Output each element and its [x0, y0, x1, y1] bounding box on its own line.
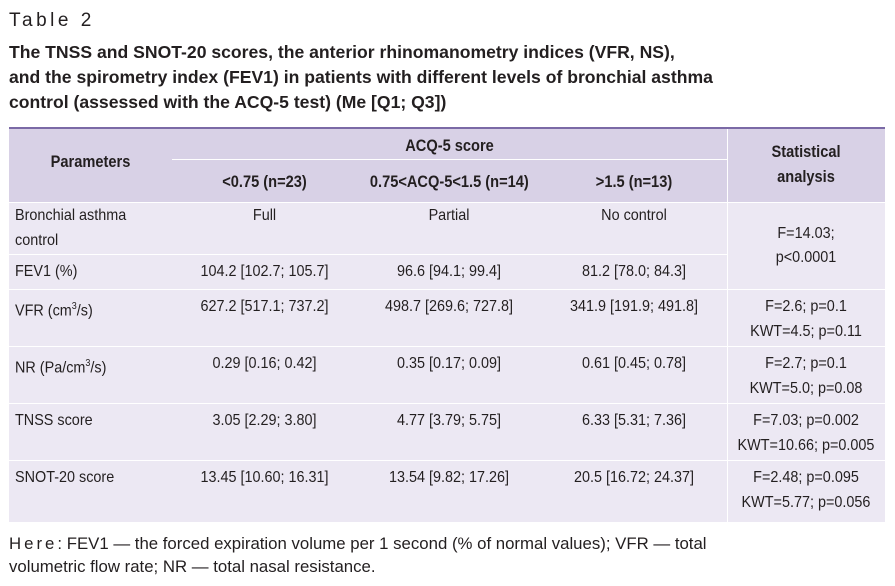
- row-value: 96.6 [94.1; 99.4]: [396, 263, 502, 280]
- table-header-background: [9, 129, 885, 202]
- row-param: NR (Pa/cm3/s): [15, 358, 107, 377]
- row-value: 0.35 [0.17; 0.09]: [396, 355, 502, 372]
- row-param: TNSS score: [15, 412, 93, 429]
- caption-line: control (assessed with the ACQ-5 test) (…: [9, 92, 447, 112]
- merged-stat-line2: p<0.0001: [775, 249, 837, 266]
- row-divider: [9, 460, 885, 461]
- header-stat-line1: Statistical: [771, 142, 841, 161]
- row-value: Partial: [428, 207, 470, 224]
- row-stat: F=7.03; p=0.002: [753, 412, 859, 429]
- row-param: FEV1 (%): [15, 263, 78, 280]
- row-divider: [9, 346, 885, 347]
- row-value: 498.7 [269.6; 727.8]: [384, 298, 514, 315]
- row-stat: F=2.6; p=0.1: [765, 298, 847, 315]
- row-value: 627.2 [517.1; 737.2]: [200, 298, 329, 315]
- footnote-text: : FEV1 — the forced expiration volume pe…: [57, 534, 707, 553]
- row-stat: F=2.7; p=0.1: [765, 355, 847, 372]
- row-divider: [9, 254, 727, 255]
- row-stat: KWT=5.77; p=0.056: [741, 494, 871, 511]
- table-footnote: Here: FEV1 — the forced expiration volum…: [9, 532, 887, 578]
- row-value: 341.9 [191.9; 491.8]: [569, 298, 699, 315]
- header-col-mid: 0.75<ACQ-5<1.5 (n=14): [369, 172, 529, 191]
- row-divider: [9, 289, 885, 290]
- row-stat: KWT=5.0; p=0.08: [749, 380, 863, 397]
- header-col-low: <0.75 (n=23): [222, 172, 307, 191]
- row-value: 81.2 [78.0; 84.3]: [581, 263, 687, 280]
- row-value: 104.2 [102.7; 105.7]: [200, 263, 329, 280]
- row-param-cont: control: [15, 232, 59, 249]
- row-value: Full: [252, 207, 277, 224]
- row-value: 13.45 [10.60; 16.31]: [200, 469, 329, 486]
- footnote-lead: Here: [9, 534, 58, 553]
- row-param: VFR (cm3/s): [15, 301, 93, 320]
- caption-line: The TNSS and SNOT-20 scores, the anterio…: [9, 42, 675, 62]
- header-divider: [172, 159, 727, 160]
- table-body-background: [9, 202, 885, 522]
- row-param: SNOT-20 score: [15, 469, 115, 486]
- caption-line: and the spirometry index (FEV1) in patie…: [9, 67, 713, 87]
- data-table: Parameters ACQ-5 score <0.75 (n=23) 0.75…: [9, 127, 885, 522]
- header-stat-line2: analysis: [777, 167, 835, 186]
- merged-stat-line1: F=14.03;: [777, 225, 835, 242]
- row-param: Bronchial asthma: [15, 207, 127, 224]
- header-acq-group: ACQ-5 score: [405, 136, 494, 155]
- row-value: 0.29 [0.16; 0.42]: [212, 355, 317, 372]
- row-value: 3.05 [2.29; 3.80]: [212, 412, 317, 429]
- header-parameters: Parameters: [50, 152, 131, 171]
- row-stat: KWT=4.5; p=0.11: [750, 323, 862, 340]
- row-divider: [9, 202, 885, 203]
- table-label: Table 2: [9, 10, 95, 31]
- row-value: 0.61 [0.45; 0.78]: [581, 355, 687, 372]
- row-stat: KWT=10.66; p=0.005: [737, 437, 875, 454]
- row-value: 4.77 [3.79; 5.75]: [396, 412, 502, 429]
- footnote-text: volumetric flow rate; NR — total nasal r…: [9, 557, 376, 576]
- row-value: No control: [601, 207, 667, 224]
- table-caption: The TNSS and SNOT-20 scores, the anterio…: [9, 40, 879, 115]
- header-col-high: >1.5 (n=13): [595, 172, 673, 191]
- column-divider: [727, 129, 728, 522]
- row-value: 6.33 [5.31; 7.36]: [581, 412, 687, 429]
- row-stat: F=2.48; p=0.095: [753, 469, 859, 486]
- row-value: 13.54 [9.82; 17.26]: [388, 469, 510, 486]
- row-divider: [9, 403, 885, 404]
- row-value: 20.5 [16.72; 24.37]: [573, 469, 695, 486]
